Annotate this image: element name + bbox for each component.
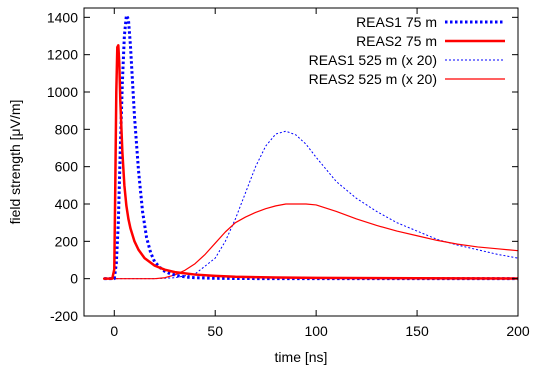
legend-label: REAS1 525 m (x 20) <box>309 52 437 68</box>
legend: REAS1 75 m REAS2 75 m REAS1 525 m (x 20) RE… <box>309 14 505 87</box>
y-axis-label: field strength [μV/m] <box>7 100 23 225</box>
x-tick-label: 200 <box>506 323 530 339</box>
series-line-3 <box>103 203 518 280</box>
plot-area-frame <box>83 7 519 317</box>
y-tick-label: 1000 <box>47 84 78 100</box>
legend-label: REAS2 75 m <box>356 33 437 49</box>
y-tick-label: 800 <box>55 121 79 137</box>
y-tick-label: 1400 <box>47 9 78 25</box>
y-tick-label: 1200 <box>47 47 78 63</box>
series-line-1 <box>102 44 518 280</box>
series-line-2 <box>104 130 518 280</box>
y-tick-label: -200 <box>50 308 78 324</box>
x-tick-label: 150 <box>405 323 429 339</box>
x-axis-label: time [ns] <box>275 349 328 365</box>
x-tick-label: 50 <box>207 323 223 339</box>
legend-label: REAS1 75 m <box>356 14 437 30</box>
x-tick-label: 0 <box>110 323 118 339</box>
y-tick-label: 400 <box>55 196 79 212</box>
axis-ticks: 0 50 100 150 200 -200 0 200 400 600 800 1000 1200 140… <box>47 8 530 339</box>
y-tick-label: 600 <box>55 159 79 175</box>
y-tick-label: 200 <box>55 233 79 249</box>
legend-label: REAS2 525 m (x 20) <box>309 71 437 87</box>
y-tick-label: 0 <box>70 271 78 287</box>
x-tick-label: 100 <box>304 323 328 339</box>
series-layer <box>102 13 518 281</box>
